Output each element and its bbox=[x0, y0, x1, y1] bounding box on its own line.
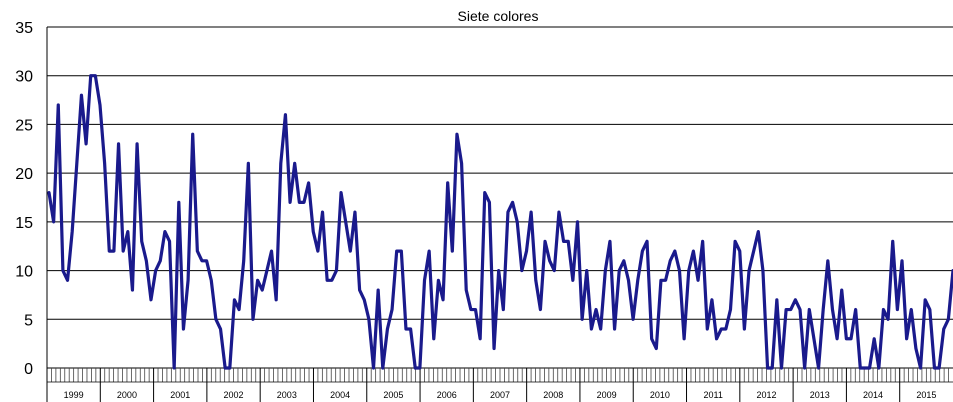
series-line bbox=[47, 74, 953, 370]
y-tick-label: 25 bbox=[15, 117, 33, 134]
year-label: 1999 bbox=[64, 390, 84, 400]
year-label: 2010 bbox=[650, 390, 670, 400]
year-label: 2008 bbox=[543, 390, 563, 400]
year-label: 2015 bbox=[916, 390, 936, 400]
x-axis: 1999 2000 2001 2002 2003 2004 2005 2006 2007 2008… bbox=[46, 368, 953, 402]
year-label: 2006 bbox=[437, 390, 457, 400]
year-label: 2001 bbox=[170, 390, 190, 400]
year-label: 2013 bbox=[810, 390, 830, 400]
y-tick-label: 35 bbox=[15, 20, 33, 37]
year-label: 2004 bbox=[330, 390, 350, 400]
year-label: 2000 bbox=[117, 390, 137, 400]
year-label: 2014 bbox=[863, 390, 883, 400]
y-axis-tick-labels: 0 5 10 15 20 25 30 35 bbox=[15, 20, 33, 378]
y-tick-label: 10 bbox=[15, 264, 33, 281]
year-label: 2003 bbox=[277, 390, 297, 400]
year-label: 2009 bbox=[597, 390, 617, 400]
y-tick-label: 5 bbox=[24, 312, 33, 329]
year-label: 2011 bbox=[703, 390, 722, 400]
chart-title: Siete colores bbox=[458, 8, 539, 24]
year-label: 2002 bbox=[224, 390, 244, 400]
y-tick-label: 15 bbox=[15, 215, 33, 232]
y-tick-label: 20 bbox=[15, 166, 33, 183]
year-label: 2005 bbox=[383, 390, 403, 400]
year-label: 2012 bbox=[756, 390, 776, 400]
y-tick-label: 30 bbox=[15, 69, 33, 86]
year-label: 2007 bbox=[490, 390, 510, 400]
y-tick-label: 0 bbox=[24, 361, 33, 378]
